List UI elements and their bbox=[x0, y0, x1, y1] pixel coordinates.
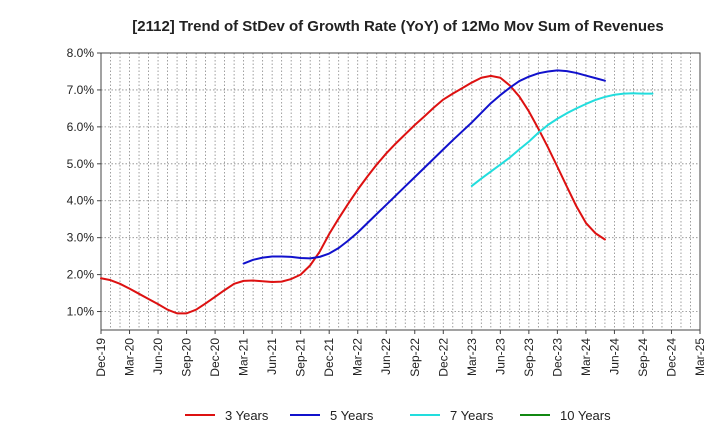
x-tick-label: Mar-20 bbox=[123, 338, 137, 376]
x-tick-label: Sep-22 bbox=[408, 338, 422, 377]
y-tick-label: 1.0% bbox=[67, 305, 95, 319]
legend-label: 3 Years bbox=[225, 408, 269, 423]
x-tick-label: Dec-20 bbox=[208, 338, 222, 377]
x-tick-label: Dec-24 bbox=[664, 338, 678, 377]
plot-border bbox=[100, 52, 701, 331]
x-tick-label: Dec-21 bbox=[322, 338, 336, 377]
plot-frame bbox=[100, 52, 701, 331]
y-tick-label: 2.0% bbox=[67, 268, 95, 282]
chart-title: [2112] Trend of StDev of Growth Rate (Yo… bbox=[132, 18, 663, 35]
x-tick-label: Mar-21 bbox=[237, 338, 251, 376]
legend-label: 5 Years bbox=[330, 408, 374, 423]
x-tick-label: Mar-23 bbox=[465, 338, 479, 376]
x-tick-label: Jun-20 bbox=[151, 338, 165, 375]
x-tick-label: Jun-22 bbox=[379, 338, 393, 375]
y-tick-label: 3.0% bbox=[67, 231, 95, 245]
x-tick-label: Mar-22 bbox=[351, 338, 365, 376]
series-line-3-years bbox=[100, 74, 606, 315]
y-tick-label: 5.0% bbox=[67, 157, 95, 171]
legend-label: 10 Years bbox=[560, 408, 611, 423]
x-tick-label: Mar-25 bbox=[693, 338, 707, 376]
x-tick-label: Sep-23 bbox=[522, 338, 536, 377]
y-tick-label: 4.0% bbox=[67, 194, 95, 208]
grid bbox=[101, 52, 700, 330]
legend-label: 7 Years bbox=[450, 408, 494, 423]
series-line-7-years bbox=[470, 92, 654, 187]
x-axis: Dec-19 Mar-20 Jun-20 Sep-20 Dec-20 Mar-21 Jun-… bbox=[94, 330, 707, 377]
x-tick-label: Dec-19 bbox=[94, 338, 108, 377]
x-tick-label: Sep-24 bbox=[636, 338, 650, 377]
y-tick-label: 8.0% bbox=[67, 46, 95, 60]
x-tick-label: Jun-24 bbox=[607, 338, 621, 375]
y-tick-label: 7.0% bbox=[67, 83, 95, 97]
x-tick-label: Dec-22 bbox=[436, 338, 450, 377]
x-tick-label: Jun-21 bbox=[265, 338, 279, 375]
x-tick-label: Dec-23 bbox=[550, 338, 564, 377]
y-tick-label: 6.0% bbox=[67, 120, 95, 134]
legend: 3 Years 5 Years 7 Years 10 Years bbox=[185, 408, 611, 423]
y-axis: 1.0% 2.0% 3.0% 4.0% 5.0% 6.0% 7.0% 8.0% bbox=[67, 46, 101, 319]
x-tick-label: Mar-24 bbox=[579, 338, 593, 376]
x-tick-label: Sep-21 bbox=[294, 338, 308, 377]
x-tick-label: Jun-23 bbox=[493, 338, 507, 375]
x-tick-label: Sep-20 bbox=[180, 338, 194, 377]
series-line-5-years bbox=[242, 69, 606, 265]
series-lines bbox=[100, 69, 654, 315]
